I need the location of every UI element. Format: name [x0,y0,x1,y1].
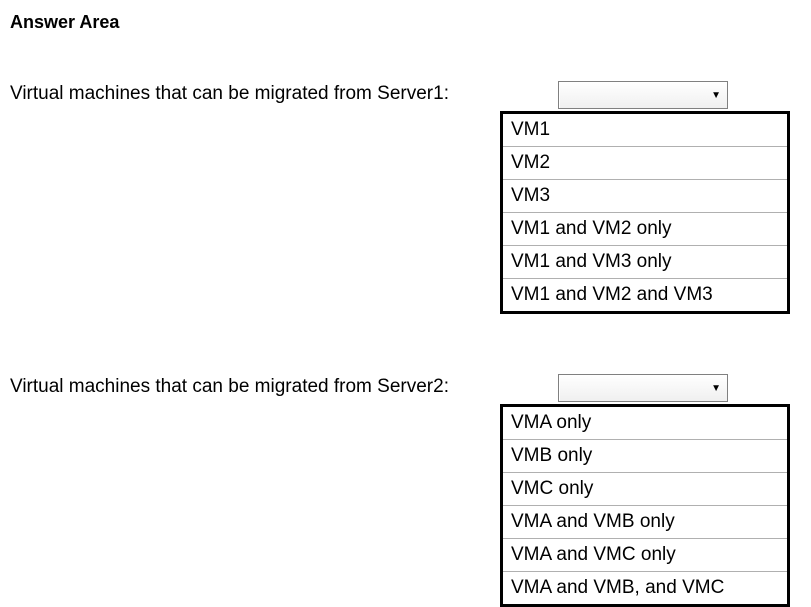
option-row[interactable]: VM1 and VM2 only [503,213,787,246]
option-row[interactable]: VMA and VMC only [503,539,787,572]
option-row[interactable]: VMA and VMB only [503,506,787,539]
chevron-down-icon: ▼ [711,90,721,101]
answer-area-title: Answer Area [10,12,801,33]
option-row[interactable]: VMA only [503,407,787,440]
option-row[interactable]: VM1 [503,114,787,147]
option-row[interactable]: VM1 and VM3 only [503,246,787,279]
question-block-server2: Virtual machines that can be migrated fr… [10,374,801,607]
answer-column-server1: ▼ VM1 VM2 VM3 VM1 and VM2 only VM1 and V… [500,81,790,314]
dropdown-server1[interactable]: ▼ [558,81,728,109]
option-row[interactable]: VM1 and VM2 and VM3 [503,279,787,311]
dropdown-server2[interactable]: ▼ [558,374,728,402]
option-row[interactable]: VM2 [503,147,787,180]
option-row[interactable]: VMB only [503,440,787,473]
question-label-server2: Virtual machines that can be migrated fr… [10,374,500,398]
option-row[interactable]: VMC only [503,473,787,506]
chevron-down-icon: ▼ [711,383,721,394]
options-box-server1: VM1 VM2 VM3 VM1 and VM2 only VM1 and VM3… [500,111,790,314]
option-row[interactable]: VMA and VMB, and VMC [503,572,787,604]
question-label-server1: Virtual machines that can be migrated fr… [10,81,500,105]
answer-column-server2: ▼ VMA only VMB only VMC only VMA and VMB… [500,374,790,607]
options-box-server2: VMA only VMB only VMC only VMA and VMB o… [500,404,790,607]
question-block-server1: Virtual machines that can be migrated fr… [10,81,801,314]
option-row[interactable]: VM3 [503,180,787,213]
